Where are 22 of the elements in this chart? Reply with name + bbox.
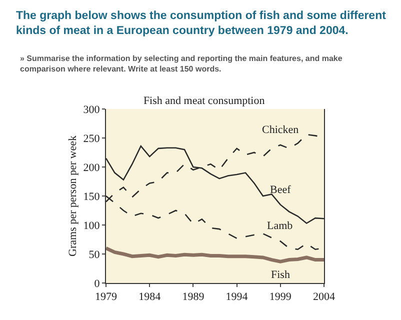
series-label: Lamb (267, 220, 294, 232)
x-tick-label: 1989 (182, 291, 205, 304)
series-label: Fish (271, 269, 290, 281)
y-tick-label: 250 (83, 132, 100, 145)
x-tick-label: 1979 (95, 291, 118, 304)
text: The graph below shows the consumption of fish and some different kinds of meat in a European country between 1979 and 2004. (16, 10, 386, 37)
y-tick-label: 100 (83, 220, 100, 232)
chart-title: Fish and meat consumption (143, 94, 266, 107)
y-tick-label: 50 (88, 248, 100, 261)
y-tick-label: 300 (83, 104, 100, 116)
x-tick-label: 1994 (226, 291, 248, 304)
x-tick-label: 2004 (313, 291, 336, 304)
y-tick-label: 0 (94, 278, 100, 290)
y-tick-label: 200 (83, 162, 100, 174)
y-axis-title: Grams per person per week (66, 135, 79, 256)
series-label: Chicken (262, 124, 300, 136)
x-tick-label: 1984 (138, 291, 162, 304)
x-tick-label: 1999 (269, 291, 292, 304)
text: » Summarise the information by selecting and reporting the main features, and make comparison where relevant. Write at least 150 words. (20, 54, 343, 74)
y-tick-label: 150 (83, 190, 100, 203)
series-label: Beef (270, 184, 292, 196)
line-series (106, 246, 324, 264)
